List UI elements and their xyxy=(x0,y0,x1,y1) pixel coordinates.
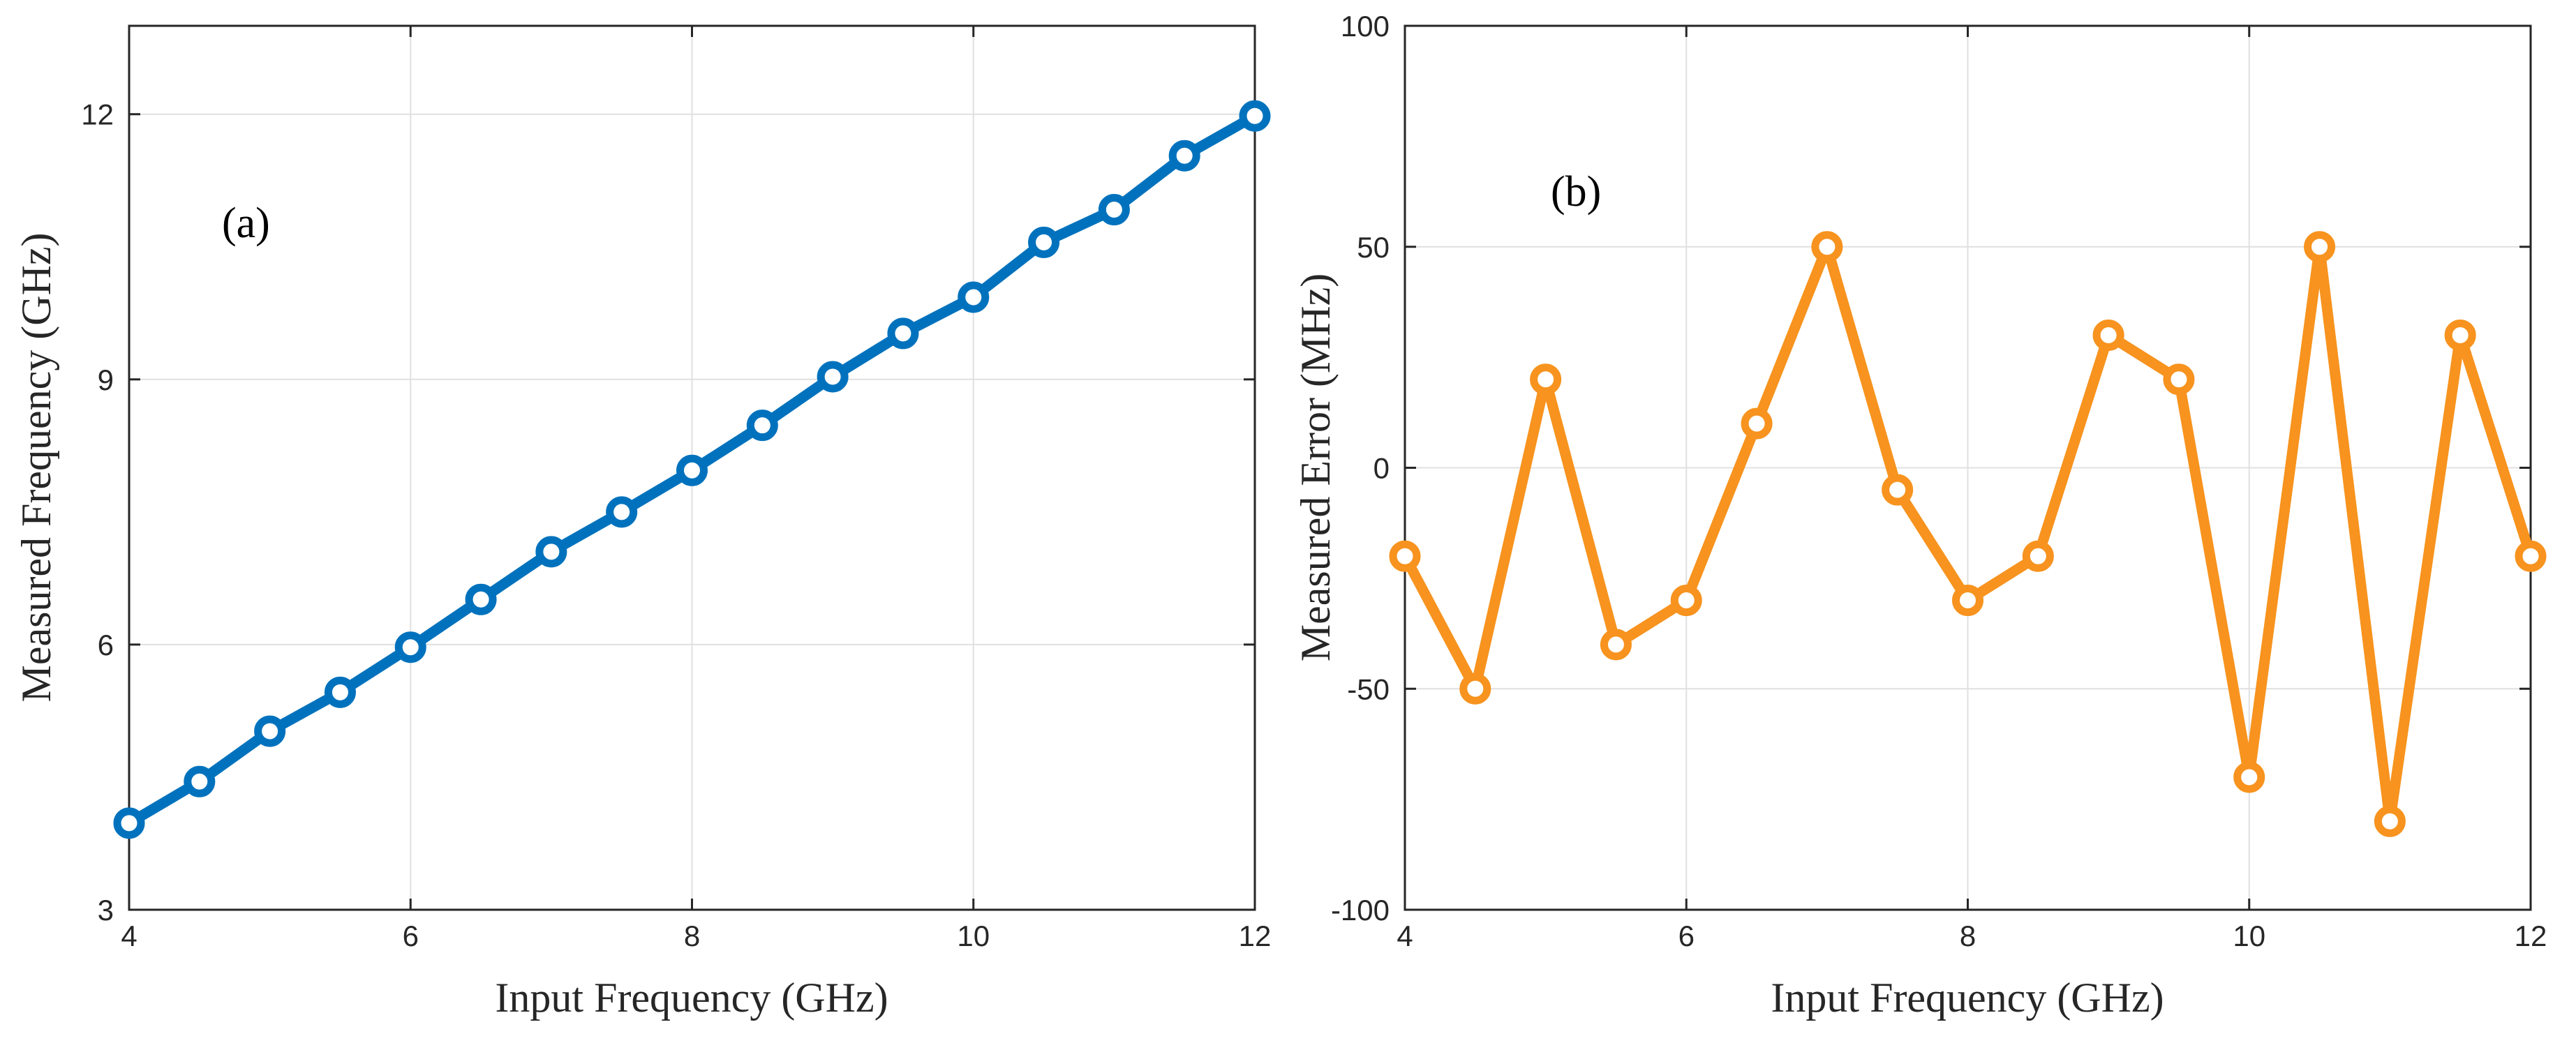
panel-a-data-point xyxy=(1098,194,1130,226)
panel-a-label: (a) xyxy=(222,200,270,247)
panel-a-x-axis-label: Input Frequency (GHz) xyxy=(495,975,888,1021)
panel-b-data-point xyxy=(1530,363,1562,396)
panel-a-series xyxy=(113,100,1271,839)
panel-a-data-point xyxy=(887,317,919,350)
panel-a-data-point xyxy=(535,536,567,568)
panel-b-data-point xyxy=(1952,585,1983,617)
panel-a-data-point xyxy=(324,676,356,708)
panel-b-data-point xyxy=(2304,231,2336,263)
panel-a-data-point xyxy=(394,631,426,663)
panel-b-x-axis-label: Input Frequency (GHz) xyxy=(1771,975,2164,1021)
panel-b-ticks: 4 6 8 10 12 -100 -50 0 50 100 xyxy=(1331,10,2547,952)
panel-b-data-point xyxy=(2092,319,2124,351)
panel-a-x-tick-label: 10 xyxy=(957,920,990,952)
panel-a-y-axis-label: Measured Frequency (GHz) xyxy=(13,232,59,702)
panel-a-data-point xyxy=(1168,140,1200,172)
panel-b-x-tick-label: 6 xyxy=(1678,920,1695,952)
panel-a-data-point xyxy=(465,583,497,615)
panel-b-data-point xyxy=(1600,629,1632,661)
panel-a: 4 6 8 10 12 3 6 9 12 (a) Input Frequency (GHz) M… xyxy=(13,24,1271,1021)
panel-b-data-point xyxy=(2444,319,2476,351)
panel-a-y-tick-label: 12 xyxy=(81,98,114,131)
panel-a-data-point xyxy=(184,765,216,797)
panel-b-data-point xyxy=(2515,540,2547,572)
panel-b-data-point xyxy=(1459,673,1491,705)
panel-a-y-tick-label: 6 xyxy=(98,629,114,661)
panel-b-data-point xyxy=(1389,540,1421,572)
panel-b-x-tick-label: 4 xyxy=(1397,920,1413,952)
panel-b-data-point xyxy=(2233,761,2265,793)
panel-a-data-point xyxy=(746,410,778,442)
panel-a-ticks: 4 6 8 10 12 3 6 9 12 xyxy=(81,26,1271,952)
panel-b-y-tick-label: -100 xyxy=(1331,894,1390,926)
panel-b-y-axis-label: Measured Error (MHz) xyxy=(1293,273,1339,661)
panel-b-y-tick-label: 100 xyxy=(1341,10,1390,43)
panel-b-data-point xyxy=(2374,805,2406,837)
panel-b-data-point xyxy=(1670,585,1702,617)
panel-b: 4 6 8 10 12 -100 -50 0 50 100 (b) Input Frequency… xyxy=(1293,10,2547,1021)
panel-b-x-tick-label: 8 xyxy=(1960,920,1976,952)
panel-a-data-point xyxy=(676,454,708,486)
panel-b-data-point xyxy=(2163,363,2195,396)
panel-b-x-tick-label: 12 xyxy=(2515,920,2547,952)
panel-a-data-point xyxy=(113,807,145,839)
panel-b-x-tick-label: 10 xyxy=(2233,920,2265,952)
panel-a-data-point xyxy=(1239,100,1271,132)
panel-b-series xyxy=(1389,231,2547,837)
panel-b-label: (b) xyxy=(1551,168,1601,216)
panel-b-y-tick-label: -50 xyxy=(1347,673,1390,705)
panel-a-data-point xyxy=(817,361,849,393)
panel-a-data-point xyxy=(958,281,990,313)
panel-b-data-point xyxy=(1811,231,1843,263)
panel-a-x-tick-label: 12 xyxy=(1239,920,1272,952)
panel-a-y-tick-label: 3 xyxy=(98,894,114,926)
panel-a-data-point xyxy=(1028,226,1060,258)
panel-a-x-tick-label: 4 xyxy=(121,920,137,952)
panel-a-data-point xyxy=(254,715,286,747)
panel-b-y-tick-label: 50 xyxy=(1357,231,1390,264)
panel-b-y-tick-label: 0 xyxy=(1373,452,1390,485)
panel-a-data-point xyxy=(606,496,638,528)
panel-a-y-tick-label: 9 xyxy=(98,363,114,396)
panel-b-data-point xyxy=(1741,407,1773,440)
panel-a-x-tick-label: 8 xyxy=(684,920,700,952)
panel-a-x-tick-label: 6 xyxy=(403,920,419,952)
panel-b-data-point xyxy=(1882,474,1914,506)
panel-b-data-point xyxy=(2022,540,2054,572)
